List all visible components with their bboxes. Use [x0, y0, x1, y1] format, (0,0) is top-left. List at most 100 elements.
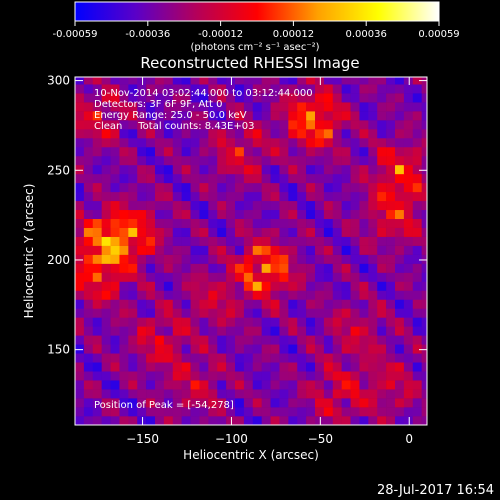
heatmap-cell	[101, 129, 111, 139]
heatmap-cell	[181, 281, 191, 291]
heatmap-cell	[288, 416, 298, 425]
heatmap-cell	[288, 407, 298, 417]
heatmap-cell	[395, 77, 405, 85]
heatmap-cell	[110, 236, 120, 246]
heatmap-cell	[119, 93, 129, 103]
heatmap-cell	[155, 254, 165, 264]
heatmap-cell	[172, 77, 182, 85]
heatmap-cell	[270, 84, 280, 94]
heatmap-cell	[350, 173, 360, 184]
heatmap-cell	[75, 344, 85, 354]
heatmap-cell	[270, 227, 280, 237]
heatmap-cell	[315, 281, 325, 291]
heatmap-cell	[368, 299, 378, 309]
heatmap-cell	[92, 146, 102, 157]
heatmap-cell	[252, 389, 262, 399]
heatmap-cell	[412, 290, 422, 300]
heatmap-cell	[137, 308, 147, 318]
heatmap-cell	[243, 416, 254, 425]
heatmap-cell	[412, 129, 422, 139]
heatmap-cell	[377, 353, 387, 363]
heatmap-cell	[395, 290, 405, 300]
heatmap-cell	[199, 308, 209, 318]
heatmap-cell	[261, 173, 271, 184]
heatmap-cell	[199, 84, 209, 94]
heatmap-cell	[279, 281, 289, 291]
heatmap-cell	[155, 200, 165, 211]
heatmap-cell	[181, 93, 191, 103]
heatmap-cell	[226, 344, 236, 354]
heatmap-cell	[368, 218, 378, 228]
heatmap-cell	[377, 120, 387, 130]
x-tick-label: 0	[405, 432, 413, 446]
heatmap-cell	[110, 263, 120, 273]
heatmap-cell	[208, 281, 218, 291]
heatmap-cell	[377, 317, 387, 327]
heatmap-cell	[163, 102, 174, 112]
heatmap-cell	[315, 353, 325, 363]
heatmap-cell	[350, 227, 360, 237]
heatmap-cell	[368, 281, 378, 291]
heatmap-cell	[119, 362, 129, 372]
heatmap-cell	[83, 389, 94, 399]
heatmap-cell	[315, 120, 325, 130]
heatmap-cell	[288, 182, 298, 193]
heatmap-cell	[359, 326, 369, 336]
heatmap-cell	[163, 245, 174, 255]
heatmap-cell	[323, 129, 334, 139]
heatmap-cell	[368, 137, 378, 148]
heatmap-cell	[323, 353, 334, 363]
heatmap-cell	[190, 371, 200, 381]
heatmap-cell	[155, 299, 165, 309]
heatmap-cell	[403, 227, 414, 237]
heatmap-cell	[226, 362, 236, 372]
heatmap-cell	[137, 218, 147, 228]
heatmap-cell	[350, 407, 360, 417]
heatmap-cell	[315, 137, 325, 148]
heatmap-cell	[412, 299, 422, 309]
heatmap-cell	[323, 272, 334, 282]
heatmap-cell	[323, 236, 334, 246]
heatmap-cell	[101, 308, 111, 318]
heatmap-cell	[288, 84, 298, 94]
heatmap-cell	[92, 84, 102, 94]
heatmap-cell	[101, 371, 111, 381]
heatmap-cell	[101, 245, 111, 255]
heatmap-cell	[226, 308, 236, 318]
heatmap-cell	[279, 245, 289, 255]
heatmap-cell	[226, 182, 236, 193]
heatmap-cell	[181, 416, 191, 425]
heatmap-cell	[243, 218, 254, 228]
heatmap-cell	[137, 380, 147, 390]
heatmap-cell	[350, 380, 360, 390]
heatmap-cell	[350, 389, 360, 399]
heatmap-cell	[243, 120, 254, 130]
heatmap-cell	[128, 236, 138, 246]
heatmap-cell	[199, 371, 209, 381]
heatmap-cell	[217, 245, 227, 255]
heatmap-cell	[92, 77, 102, 85]
heatmap-cell	[83, 317, 94, 327]
heatmap-cell	[297, 182, 307, 193]
heatmap-cell	[359, 380, 369, 390]
heatmap-cell	[110, 407, 120, 417]
heatmap-cell	[421, 129, 427, 139]
heatmap-cell	[226, 137, 236, 148]
heatmap-cell	[128, 416, 138, 425]
heatmap-cell	[279, 155, 289, 166]
heatmap-cell	[75, 164, 85, 175]
heatmap-cell	[421, 317, 427, 327]
heatmap-cell	[119, 290, 129, 300]
heatmap-cell	[252, 173, 262, 184]
heatmap-cell	[252, 281, 262, 291]
heatmap-cell	[101, 326, 111, 336]
heatmap-cell	[110, 209, 120, 220]
heatmap-cell	[217, 389, 227, 399]
heatmap-cell	[359, 77, 369, 85]
heatmap-cell	[377, 84, 387, 94]
heatmap-cell	[377, 200, 387, 211]
heatmap-cell	[172, 191, 182, 202]
heatmap-cell	[306, 272, 316, 282]
heatmap-cell	[217, 218, 227, 228]
heatmap-cell	[92, 371, 102, 381]
